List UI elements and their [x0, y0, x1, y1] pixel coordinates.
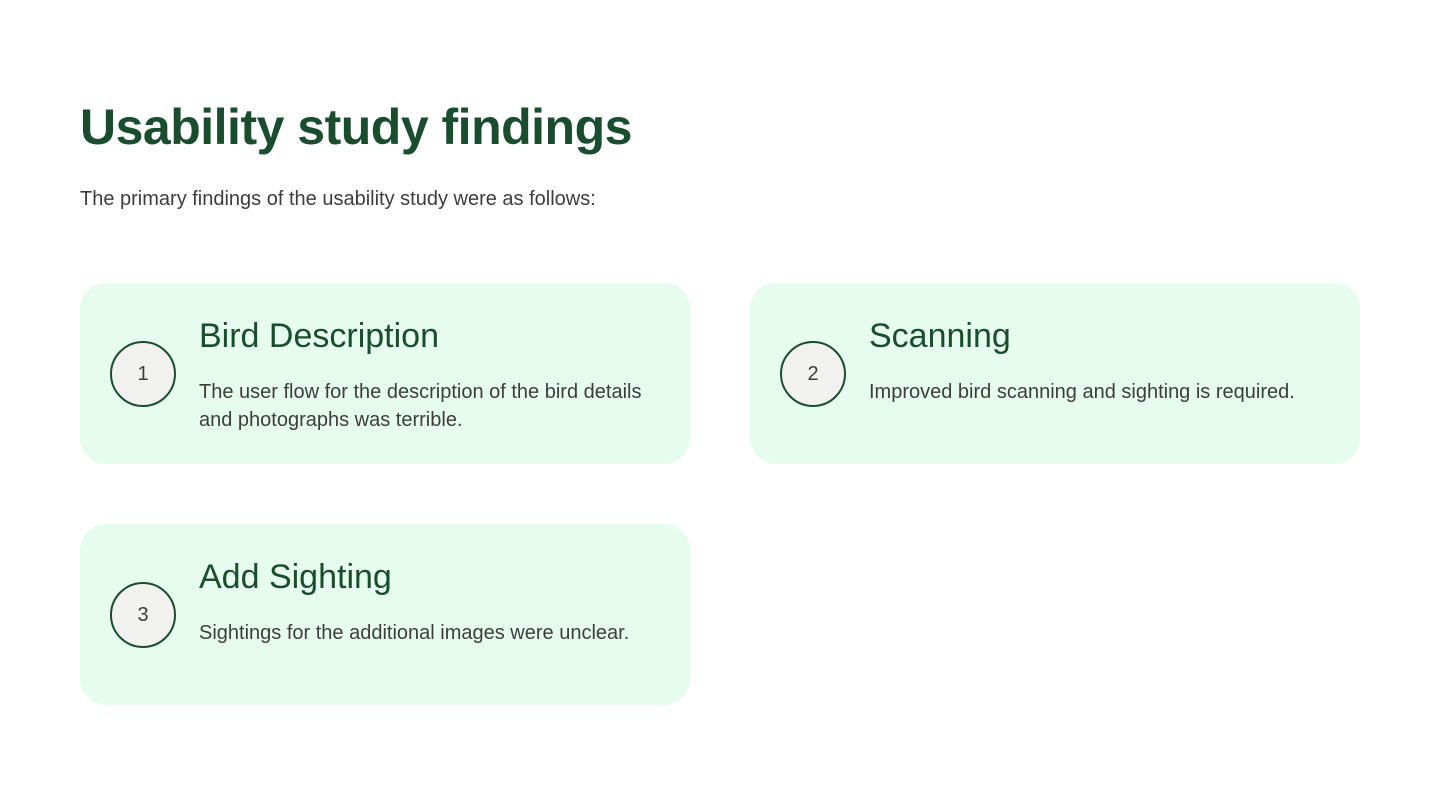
page-subtitle: The primary findings of the usability st…: [80, 188, 596, 210]
finding-card-add-sighting: 3 Add Sighting Sightings for the additio…: [80, 524, 690, 705]
finding-description: Improved bird scanning and sighting is r…: [869, 381, 1295, 403]
finding-title: Add Sighting: [199, 558, 392, 596]
finding-description: Sightings for the additional images were…: [199, 622, 630, 644]
finding-card-bird-description: 1 Bird Description The user flow for the…: [80, 283, 690, 464]
finding-number-badge: 1: [110, 341, 176, 407]
page-title: Usability study findings: [80, 99, 632, 155]
finding-number-badge: 3: [110, 582, 176, 648]
finding-description: The user flow for the description of the…: [199, 381, 642, 431]
finding-number-badge: 2: [780, 341, 846, 407]
finding-title: Bird Description: [199, 317, 439, 355]
finding-title: Scanning: [869, 317, 1011, 355]
finding-card-scanning: 2 Scanning Improved bird scanning and si…: [750, 283, 1360, 464]
